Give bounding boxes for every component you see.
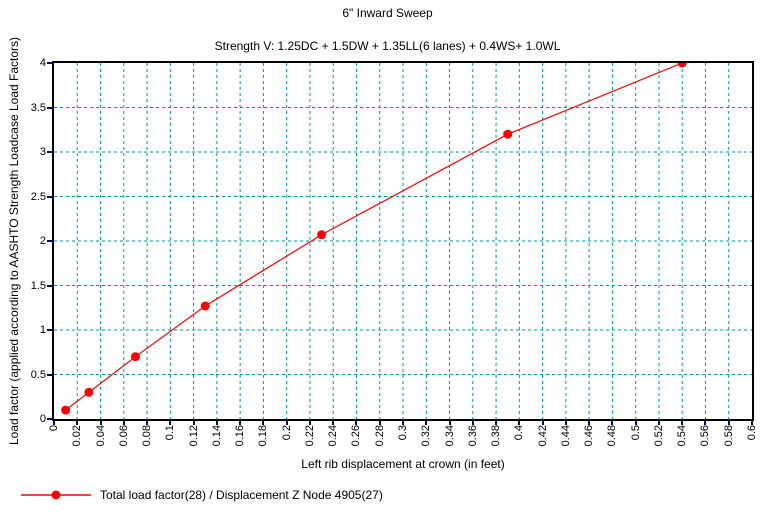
x-tick-mark [215,421,218,425]
x-tick-mark [704,421,707,425]
x-axis-label: Left rib displacement at crown (in feet) [301,457,505,471]
x-tick-mark [564,421,567,425]
y-tick-label: 1 [39,324,46,336]
y-tick-mark [47,151,52,153]
x-tick-mark [332,421,335,425]
x-tick-mark [471,421,474,425]
x-tick-mark [681,421,684,425]
x-tick-mark [99,421,102,425]
y-tick-mark [47,195,52,198]
x-tick-mark [308,421,311,425]
y-tick-label: 3 [39,146,46,158]
y-tick-mark [47,373,52,376]
x-tick-mark [378,421,381,425]
x-tick-mark [727,421,730,425]
x-tick-mark [122,421,125,425]
x-tick-mark [425,421,428,425]
x-tick-mark [169,421,172,425]
x-tick-mark [262,421,265,425]
y-tick-mark [47,62,52,64]
y-tick-mark [47,284,52,287]
x-tick-mark [448,421,451,425]
x-tick-mark [355,421,358,425]
x-tick-mark [751,421,753,425]
y-tick-label: 2 [39,235,46,247]
x-tick-mark [146,421,149,425]
x-tick-mark [402,421,404,425]
y-tick-label: 4 [39,57,46,69]
x-tick-mark [588,421,591,425]
y-tick-label: 0.5 [30,368,46,381]
plot-area [52,61,754,421]
y-tick-mark [47,418,52,420]
plot-canvas [54,63,752,419]
x-tick-mark [76,421,79,425]
x-tick-mark [657,421,660,425]
legend-series-marker-icon [21,490,91,500]
legend: Total load factor(28) / Displacement Z N… [20,488,383,502]
y-tick-mark [47,329,52,331]
y-tick-label: 2.5 [30,190,46,203]
x-tick-mark [541,421,544,425]
x-tick-mark [53,421,55,425]
x-tick-mark [239,421,242,425]
legend-series-label: Total load factor(28) / Displacement Z N… [100,488,383,502]
x-tick-mark [611,421,614,425]
chart-subtitle: Strength V: 1.25DC + 1.5DW + 1.35LL(6 la… [214,39,561,53]
x-tick-mark [495,421,498,425]
x-tick-mark [634,421,637,425]
y-tick-mark [47,240,52,242]
y-tick-label: 1.5 [30,279,46,292]
x-tick-mark [285,421,288,425]
y-tick-mark [47,106,52,109]
x-tick-mark [192,421,195,425]
chart-title: 6" Inward Sweep [342,6,433,20]
y-tick-label: 3.5 [30,101,46,114]
y-tick-label: 0 [39,413,46,425]
x-tick-mark [518,421,521,425]
